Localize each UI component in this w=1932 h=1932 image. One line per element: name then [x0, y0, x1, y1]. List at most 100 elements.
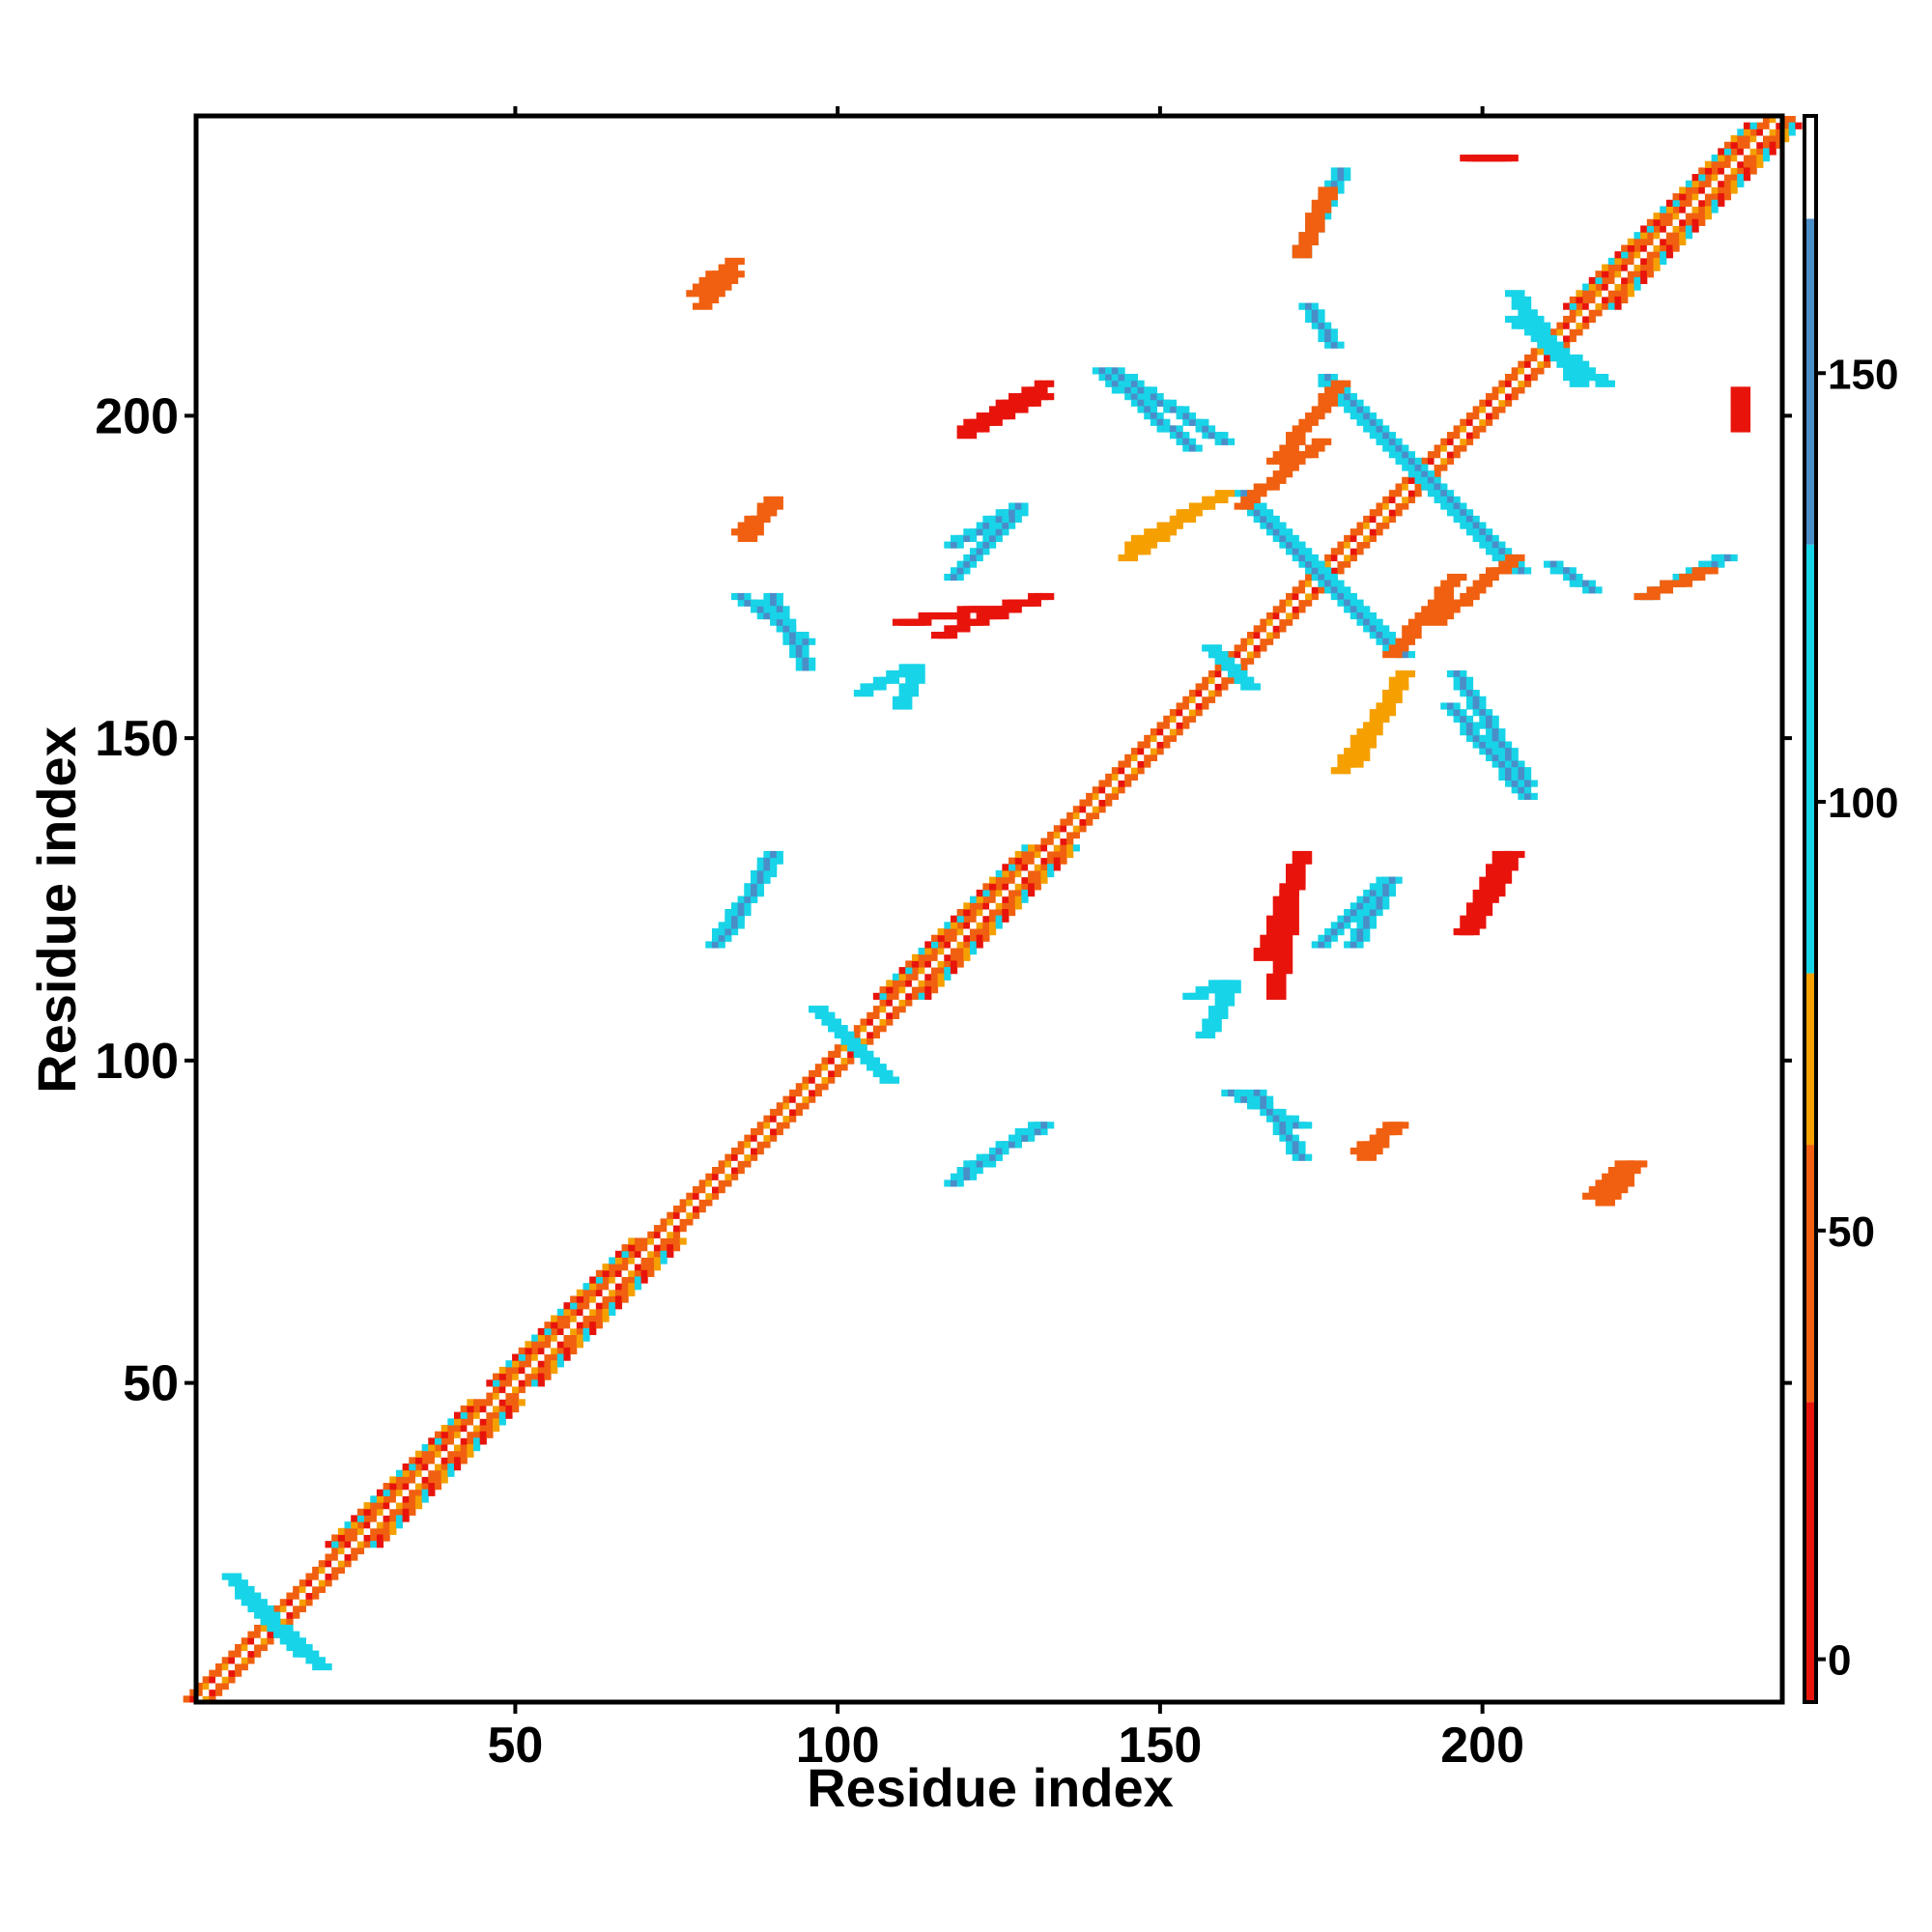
cell: [414, 1457, 423, 1464]
cell: [1253, 948, 1261, 955]
cell: [570, 1308, 578, 1317]
cell: [1569, 573, 1577, 582]
cell: [1388, 709, 1397, 717]
cell: [647, 1244, 655, 1252]
cell: [711, 270, 720, 278]
cell: [1376, 625, 1383, 633]
cell: [976, 1160, 983, 1168]
cell: [518, 1399, 526, 1406]
cell: [1479, 418, 1487, 426]
cell: [370, 1495, 378, 1503]
cell: [982, 883, 990, 891]
cell: [1737, 393, 1745, 401]
cell: [1356, 922, 1364, 929]
cell: [202, 1695, 210, 1703]
cell: [744, 895, 752, 903]
cell: [1292, 864, 1299, 871]
cell: [1653, 213, 1661, 220]
cell: [956, 915, 964, 923]
cell: [1460, 425, 1467, 433]
cell: [1324, 554, 1332, 562]
cell: [770, 1127, 778, 1136]
cell: [1369, 902, 1377, 910]
cell: [1079, 806, 1087, 813]
cell: [1286, 1122, 1293, 1129]
cell: [969, 928, 978, 936]
cell: [1156, 741, 1164, 749]
cell: [1660, 213, 1667, 220]
cell: [853, 1037, 862, 1045]
cell: [692, 1186, 700, 1194]
cell: [1504, 373, 1513, 382]
cell: [1556, 334, 1564, 343]
cell: [1272, 922, 1280, 929]
cell: [1730, 135, 1738, 143]
cell: [956, 606, 964, 613]
cell: [1524, 373, 1532, 382]
cell: [1685, 180, 1693, 187]
cell: [1485, 399, 1493, 407]
cell: [976, 928, 983, 936]
cell: [1479, 696, 1487, 703]
cell: [1414, 618, 1422, 626]
cell: [221, 1662, 229, 1671]
cell: [809, 638, 816, 645]
cell: [1279, 973, 1287, 980]
cell: [1524, 773, 1532, 781]
cell: [1498, 380, 1506, 387]
cell: [1298, 599, 1306, 607]
cell: [1246, 683, 1255, 691]
cell: [1098, 780, 1106, 787]
cell: [1388, 631, 1397, 639]
cell: [1053, 831, 1061, 839]
cell: [1356, 534, 1364, 543]
cell: [1028, 864, 1036, 871]
cell: [789, 1108, 797, 1117]
cell: [1014, 876, 1022, 884]
cell: [1156, 728, 1164, 736]
cell: [898, 973, 906, 980]
cell: [1144, 741, 1151, 749]
cell: [1021, 883, 1029, 891]
cell: [963, 611, 971, 620]
segment-contact-c3: [944, 502, 1403, 949]
cell: [1234, 670, 1241, 678]
cell: [1653, 257, 1661, 266]
cell: [1311, 302, 1319, 310]
cell: [1388, 638, 1397, 645]
cell: [351, 1534, 358, 1542]
cell: [1324, 328, 1332, 336]
cell: [614, 1289, 623, 1296]
cell: [1040, 850, 1048, 859]
cell: [1227, 670, 1236, 678]
cell: [995, 534, 1003, 543]
cell: [969, 934, 978, 942]
cell: [1402, 625, 1409, 633]
x-tick-label: 200: [1440, 1718, 1524, 1774]
cell: [937, 960, 945, 968]
cell: [1414, 470, 1422, 478]
cell: [672, 1225, 681, 1233]
cell: [286, 1592, 294, 1600]
cell: [1286, 883, 1293, 891]
cell: [1769, 122, 1776, 129]
cell: [1524, 780, 1532, 787]
cell: [705, 290, 713, 298]
cell: [614, 1276, 623, 1284]
cell: [995, 606, 1003, 613]
cell: [493, 1379, 500, 1387]
cell: [647, 1250, 655, 1258]
cell: [544, 1341, 552, 1349]
cell: [1279, 528, 1287, 536]
cell: [537, 1334, 545, 1342]
cell: [1465, 155, 1474, 162]
cell: [905, 986, 913, 994]
cell: [1272, 967, 1280, 975]
cell: [937, 611, 945, 620]
cell: [1195, 444, 1203, 452]
cell: [1576, 367, 1583, 375]
cell: [1272, 528, 1280, 536]
cell: [1305, 554, 1313, 562]
cell: [1704, 174, 1713, 182]
cell: [795, 1083, 803, 1091]
